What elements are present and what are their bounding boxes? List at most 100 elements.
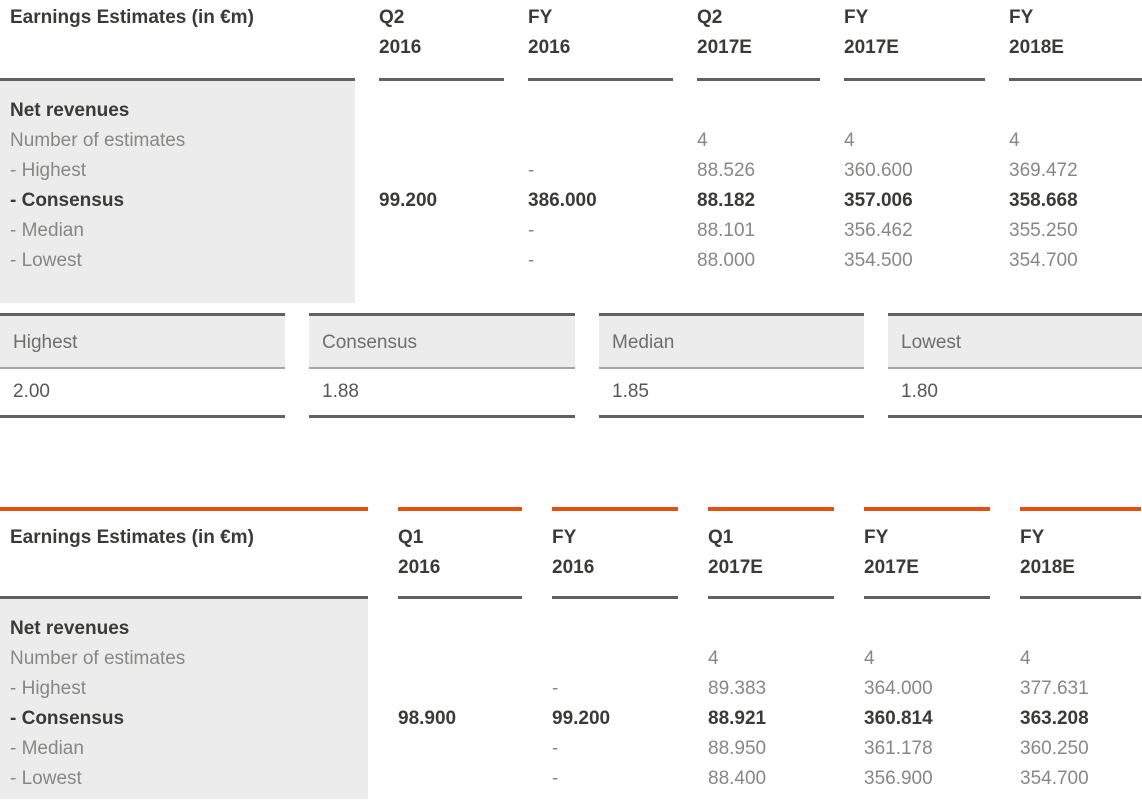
column-header: Q2 2016 (379, 0, 504, 81)
cell-value: 4 (1020, 648, 1031, 669)
earnings-table-bottom: Earnings Estimates (in €m) Q1 2016 FY 2016 Q1… (0, 507, 1142, 799)
cell-value: 377.631 (1020, 678, 1089, 699)
row-label: Number of estimates (10, 648, 186, 669)
cell-value: 354.700 (1020, 768, 1089, 789)
column-header: FY 2017E (844, 0, 985, 81)
cell-value (398, 614, 522, 644)
column-year: 2016 (528, 37, 571, 58)
column-period: FY (864, 527, 889, 548)
row-label: - Lowest (10, 768, 82, 789)
column-year: 2017E (697, 37, 752, 58)
eps-card-label: Median (599, 316, 864, 369)
column-year: 2017E (708, 557, 763, 578)
eps-card-label: Lowest (888, 316, 1142, 369)
row-label: Net revenues (10, 100, 130, 121)
cell-value: 360.600 (844, 160, 913, 181)
eps-card-value: 1.80 (901, 381, 938, 402)
cell-value: 363.208 (1020, 708, 1089, 729)
cell-value: 88.000 (697, 250, 756, 271)
value-column: 4 89.383 88.921 88.950 88.400 (708, 599, 834, 799)
cell-value (379, 96, 504, 126)
cell-value (552, 614, 678, 644)
column-period: Q1 (398, 527, 424, 548)
eps-card: Median 1.85 (599, 313, 864, 418)
cell-value: 99.200 (379, 190, 438, 211)
column-year: 2018E (1009, 37, 1064, 58)
cell-value: 360.250 (1020, 738, 1089, 759)
cell-value: 99.200 (552, 708, 611, 729)
cell-value (379, 216, 504, 246)
column-header: FY 2016 (528, 0, 673, 81)
cell-value (528, 96, 673, 126)
column-period: FY (528, 7, 553, 28)
row-label: Number of estimates (10, 130, 186, 151)
cell-value (1009, 96, 1142, 126)
cell-value: 89.383 (708, 678, 767, 699)
earnings-table-top: Earnings Estimates (in €m) Q2 2016 FY 2016 Q2… (0, 0, 1142, 303)
cell-value: 386.000 (528, 190, 597, 211)
cell-value: 369.472 (1009, 160, 1078, 181)
cell-value: 88.950 (708, 738, 767, 759)
column-period: FY (1020, 527, 1045, 548)
value-column: - 99.200 - - (552, 599, 678, 799)
value-column: 98.900 (398, 599, 522, 799)
row-label: - Highest (10, 678, 87, 699)
cell-value: - (552, 768, 559, 789)
column-period: Q2 (379, 7, 405, 28)
row-label-column: Net revenues Number of estimates - Highest… (0, 599, 368, 799)
eps-card: Consensus 1.88 (309, 313, 575, 418)
cell-value: 356.462 (844, 220, 913, 241)
column-year: 2016 (379, 37, 422, 58)
eps-card-label: Consensus (309, 316, 575, 369)
cell-value: 358.668 (1009, 190, 1078, 211)
accent-bar (708, 507, 834, 511)
row-label: - Consensus (10, 190, 125, 211)
accent-bar (0, 507, 368, 511)
value-column: 4 377.631 363.208 360.250 354.700 (1020, 599, 1141, 799)
cell-value: - (552, 738, 559, 759)
accent-bar (864, 507, 990, 511)
row-label: - Highest (10, 160, 87, 181)
row-label: - Median (10, 738, 84, 759)
column-header: FY 2018E (1009, 0, 1142, 81)
cell-value (844, 96, 985, 126)
cell-value: 4 (708, 648, 719, 669)
cell-value (379, 126, 504, 156)
cell-value: 354.500 (844, 250, 913, 271)
column-header: Q1 2017E (708, 507, 834, 599)
table-title: Earnings Estimates (in €m) (10, 7, 254, 28)
column-header: Q1 2016 (398, 507, 522, 599)
cell-value: 88.182 (697, 190, 756, 211)
accent-bar (552, 507, 678, 511)
eps-card-value: 1.88 (322, 381, 359, 402)
column-header: FY 2017E (864, 507, 990, 599)
column-period: FY (552, 527, 577, 548)
column-period: FY (844, 7, 869, 28)
table-body: Net revenues Number of estimates - Highest… (0, 81, 1142, 303)
cell-value: 4 (844, 130, 855, 151)
cell-value (398, 734, 522, 764)
eps-card-value: 1.85 (612, 381, 649, 402)
table-header-row: Earnings Estimates (in €m) Q2 2016 FY 2016 Q2… (0, 0, 1142, 81)
cell-value (398, 764, 522, 794)
table-title-cell: Earnings Estimates (in €m) (0, 0, 355, 81)
cell-value: 88.400 (708, 768, 767, 789)
cell-value (379, 156, 504, 186)
column-period: Q1 (708, 527, 734, 548)
cell-value: 364.000 (864, 678, 933, 699)
column-header: FY 2018E (1020, 507, 1141, 599)
cell-value: 88.526 (697, 160, 756, 181)
value-column: 4 360.600 357.006 356.462 354.500 (844, 81, 985, 303)
table-header-row: Earnings Estimates (in €m) Q1 2016 FY 2016 Q1… (0, 507, 1142, 599)
cell-value: - (528, 160, 535, 181)
column-year: 2017E (844, 37, 899, 58)
cell-value (552, 644, 678, 674)
cell-value (398, 674, 522, 704)
cell-value: 4 (1009, 130, 1020, 151)
cell-value: 360.814 (864, 708, 933, 729)
value-column: 4 369.472 358.668 355.250 354.700 (1009, 81, 1142, 303)
row-label-column: Net revenues Number of estimates - Highest… (0, 81, 355, 303)
cell-value: 88.921 (708, 708, 767, 729)
cell-value: - (528, 220, 535, 241)
column-year: 2018E (1020, 557, 1075, 578)
